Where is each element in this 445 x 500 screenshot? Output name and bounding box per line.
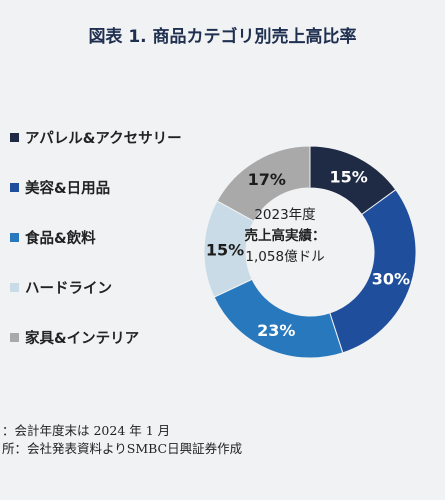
legend-label-hardline: ハードライン [25, 280, 112, 297]
legend-label-apparel: アパレル&アクセサリー [25, 130, 182, 147]
donut-chart: 15% 30% 23% 15% 17% [203, 145, 417, 359]
footnote-fiscal-year: ：会計年度末は 2024 年 1 月 [2, 423, 171, 438]
legend-item-hardline: ハードライン [10, 262, 182, 312]
donut-slice-food [213, 278, 344, 359]
legend-swatch-hardline [10, 282, 19, 292]
slice-label-furniture: 17% [248, 170, 286, 189]
donut-center-text: 2023年度 売上高実績： 1,058億ドル [225, 205, 345, 268]
legend: アパレル&アクセサリー 美容&日用品 食品&飲料 ハードライン 家具&インテリア [10, 112, 182, 362]
legend-item-beauty: 美容&日用品 [10, 162, 182, 212]
footnotes: ：会計年度末は 2024 年 1 月 所：会社発表資料よりSMBC日興証券作成 [2, 422, 242, 458]
legend-swatch-beauty [10, 182, 19, 192]
slice-label-hardline: 15% [206, 240, 244, 259]
legend-item-food: 食品&飲料 [10, 212, 182, 262]
footnote-source: 所：会社発表資料よりSMBC日興証券作成 [2, 441, 243, 456]
legend-swatch-furniture [10, 332, 19, 342]
legend-label-food: 食品&飲料 [25, 230, 96, 247]
slice-label-apparel: 15% [329, 167, 367, 186]
legend-label-furniture: 家具&インテリア [25, 330, 140, 347]
center-year: 2023年度 [254, 207, 316, 223]
legend-swatch-apparel [10, 132, 19, 142]
center-label: 売上高実績： [244, 228, 326, 244]
donut-slice-furniture [216, 145, 311, 222]
legend-item-furniture: 家具&インテリア [10, 312, 182, 362]
slice-label-beauty: 30% [372, 269, 410, 288]
center-value: 1,058億ドル [245, 249, 325, 265]
slice-label-food: 23% [257, 321, 295, 340]
legend-label-beauty: 美容&日用品 [25, 180, 111, 197]
legend-item-apparel: アパレル&アクセサリー [10, 112, 182, 162]
donut-slice-beauty [329, 188, 417, 354]
legend-swatch-food [10, 232, 19, 242]
chart-title: 図表 1. 商品カテゴリ別売上高比率 [88, 27, 357, 47]
